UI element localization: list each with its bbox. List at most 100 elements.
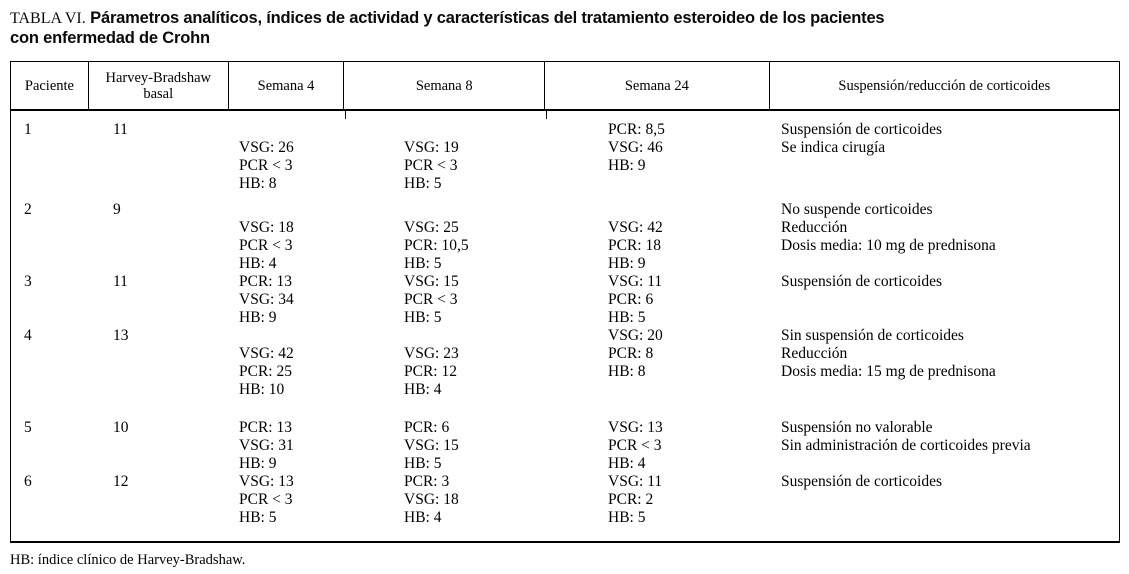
cell-line: VSG: 31	[239, 437, 294, 454]
cell-line: PCR < 3	[239, 157, 293, 174]
cell-line: HB: 8	[608, 363, 646, 380]
cell-line: 2	[24, 201, 32, 218]
cell-suspension: No suspende corticoides Reducción Dosis me…	[771, 201, 1121, 255]
cell-line: HB: 5	[404, 255, 442, 272]
cell-line: VSG: 42	[608, 219, 663, 236]
cell-line: HB: 5	[608, 509, 646, 526]
cell-suspension: Suspensión de corticoides	[771, 473, 1121, 491]
cell-line: Sin administración de corticoides previa	[781, 437, 1031, 454]
cell-line: PCR: 6	[404, 419, 450, 436]
footnote: HB: índice clínico de Harvey-Bradshaw.	[10, 552, 246, 568]
cell-semana-4: PCR: 13 VSG: 34 HB: 9	[229, 273, 345, 327]
cell-line: HB: 9	[608, 255, 646, 272]
cell-line: VSG: 18	[404, 491, 459, 508]
cell-paciente: 5	[11, 419, 89, 437]
cell-line: VSG: 46	[608, 139, 663, 156]
cell-line: HB: 4	[404, 509, 442, 526]
cell-semana-8: PCR: 6 VSG: 15 HB: 5	[345, 419, 546, 473]
cell-line: Sin suspensión de corticoides	[781, 327, 964, 344]
cell-semana-8: VSG: 19 PCR < 3 HB: 5	[345, 121, 546, 193]
cell-semana-8: VSG: 23 PCR: 12 HB: 4	[345, 327, 546, 399]
cell-line: HB: 4	[608, 455, 646, 472]
cell-semana-4: VSG: 13 PCR < 3 HB: 5	[229, 473, 345, 527]
cell-semana-24: VSG: 42 PCR: 18 HB: 9	[546, 201, 771, 273]
cell-line: VSG: 34	[239, 291, 294, 308]
cell-suspension: Suspensión de corticoides	[771, 273, 1121, 291]
cell-suspension: Suspensión no valorable Sin administració…	[771, 419, 1121, 455]
cell-line: Suspensión de corticoides	[781, 473, 943, 490]
cell-line: 9	[113, 201, 121, 218]
table-title: TABLA VI. Párametros analíticos, índices…	[10, 9, 1120, 48]
cell-line: HB: 5	[239, 509, 277, 526]
cell-line: 5	[24, 419, 32, 436]
cell-line: HB: 9	[239, 309, 277, 326]
cell-semana-4: VSG: 26 PCR < 3 HB: 8	[229, 121, 345, 193]
cell-semana-24: VSG: 11 PCR: 2 HB: 5	[546, 473, 771, 527]
cell-semana-8: PCR: 3 VSG: 18 HB: 4	[345, 473, 546, 527]
col-header-harvey-bradshaw-basal: Harvey-Bradshaw basal	[89, 62, 229, 109]
cell-semana-4: VSG: 42 PCR: 25 HB: 10	[229, 327, 345, 399]
cell-line: Reducción	[781, 345, 848, 362]
cell-line: HB: 4	[239, 255, 277, 272]
cell-line: HB: 10	[239, 381, 285, 398]
table-row: 3 11 PCR: 13 VSG: 34 HB: 9 VSG: 15 PCR < 3 HB: …	[11, 273, 1119, 327]
cell-line: HB: 9	[608, 157, 646, 174]
cell-line: PCR: 8,5	[608, 121, 665, 138]
cell-line: Suspensión no valorable	[781, 419, 933, 436]
table-row: 5 10 PCR: 13 VSG: 31 HB: 9 PCR: 6 VSG: 15 HB: 5…	[11, 419, 1119, 473]
cell-line: PCR < 3	[239, 491, 293, 508]
cell-suspension: Sin suspensión de corticoides Reducción Do…	[771, 327, 1121, 381]
cell-harvey-bradshaw-basal: 11	[89, 273, 229, 291]
cell-suspension: Suspensión de corticoides Se indica cirug…	[771, 121, 1121, 157]
cell-line: 13	[113, 327, 129, 344]
cell-line	[404, 121, 546, 139]
cell-line: PCR < 3	[404, 291, 458, 308]
cell-line: HB: 5	[404, 309, 442, 326]
cell-harvey-bradshaw-basal: 9	[89, 201, 229, 219]
cell-line: 4	[24, 327, 32, 344]
cell-line: HB: 5	[608, 309, 646, 326]
cell-line: VSG: 23	[404, 345, 459, 362]
cell-line: 1	[24, 121, 32, 138]
table-row: 1 11 VSG: 26 PCR < 3 HB: 8 VSG: 19 PCR < 3 HB…	[11, 121, 1119, 193]
cell-line: PCR: 6	[608, 291, 654, 308]
cell-line: PCR: 10,5	[404, 237, 469, 254]
cell-harvey-bradshaw-basal: 11	[89, 121, 229, 139]
cell-paciente: 6	[11, 473, 89, 491]
cell-harvey-bradshaw-basal: 12	[89, 473, 229, 491]
cell-semana-24: VSG: 20 PCR: 8 HB: 8	[546, 327, 771, 381]
table-number: TABLA VI.	[10, 10, 86, 27]
cell-line: VSG: 18	[239, 219, 294, 236]
col-header-semana-24: Semana 24	[545, 62, 770, 109]
cell-line: Suspensión de corticoides	[781, 121, 943, 138]
table-row: 6 12 VSG: 13 PCR < 3 HB: 5 PCR: 3 VSG: 18 HB: 4…	[11, 473, 1119, 527]
cell-line: Dosis media: 15 mg de prednisona	[781, 363, 996, 380]
col-header-suspension-reduccion: Suspensión/reducción de corticoides	[838, 77, 1051, 94]
column-rule-tick	[345, 111, 346, 119]
table-row: 4 13 VSG: 42 PCR: 25 HB: 10 VSG: 23 PCR: 12 H…	[11, 327, 1119, 399]
cell-line: HB: 5	[404, 175, 442, 192]
cell-line: Reducción	[781, 219, 848, 236]
cell-line: HB: 4	[404, 381, 442, 398]
cell-line: PCR: 12	[404, 363, 457, 380]
cell-line: PCR: 13	[239, 419, 292, 436]
cell-line: 10	[113, 419, 129, 436]
cell-line: PCR: 2	[608, 491, 654, 508]
table-header-row: Paciente Harvey-Bradshaw basal Semana 4 …	[11, 62, 1119, 111]
cell-line: PCR: 18	[608, 237, 661, 254]
col-header-semana-4: Semana 4	[229, 62, 345, 109]
data-table: Paciente Harvey-Bradshaw basal Semana 4 …	[10, 61, 1120, 543]
cell-paciente: 1	[11, 121, 89, 139]
cell-line: HB: 9	[239, 455, 277, 472]
table-body: 1 11 VSG: 26 PCR < 3 HB: 8 VSG: 19 PCR < 3 HB…	[11, 111, 1119, 541]
cell-line: VSG: 42	[239, 345, 294, 362]
cell-line: VSG: 20	[608, 327, 663, 344]
cell-line: PCR: 8	[608, 345, 654, 362]
cell-line	[239, 201, 345, 219]
cell-line: Dosis media: 10 mg de prednisona	[781, 237, 996, 254]
cell-line: VSG: 13	[608, 419, 663, 436]
cell-line: 12	[113, 473, 129, 490]
cell-line: VSG: 15	[404, 273, 459, 290]
cell-line: VSG: 15	[404, 437, 459, 454]
